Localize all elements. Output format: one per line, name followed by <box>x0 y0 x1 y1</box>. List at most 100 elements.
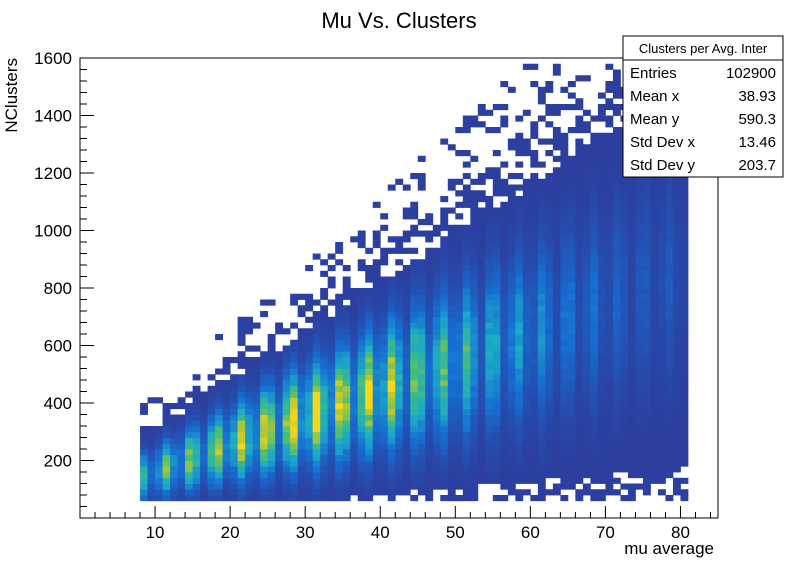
heatmap-cell <box>410 495 419 502</box>
heatmap-cell <box>155 426 163 433</box>
heatmap-cell <box>590 236 599 243</box>
heatmap-cell <box>455 230 464 237</box>
heatmap-cell <box>545 357 554 364</box>
heatmap-cell <box>545 368 554 375</box>
heatmap-cell <box>552 230 561 237</box>
heatmap-cell <box>605 190 614 197</box>
heatmap-cell <box>237 322 246 329</box>
heatmap-cell <box>627 339 636 346</box>
heatmap-cell <box>402 454 411 461</box>
heatmap-cell <box>402 489 411 496</box>
heatmap-cell <box>627 431 636 438</box>
heatmap-cell <box>537 86 546 93</box>
heatmap-cell <box>477 311 486 318</box>
heatmap-cell <box>567 460 576 467</box>
heatmap-cell <box>462 270 471 277</box>
heatmap-cell <box>380 351 389 358</box>
heatmap-cell <box>440 391 449 398</box>
heatmap-cell <box>470 207 479 214</box>
heatmap-cell <box>275 483 284 490</box>
heatmap-cell <box>567 161 576 168</box>
heatmap-cell <box>500 316 509 323</box>
stat-std-dev-y-label: Std Dev y <box>630 157 696 174</box>
heatmap-cell <box>575 144 584 151</box>
heatmap-cell <box>657 282 666 289</box>
heatmap-cell <box>575 351 584 358</box>
heatmap-cell <box>447 449 456 456</box>
heatmap-cell <box>350 345 359 352</box>
heatmap-cell <box>275 420 284 427</box>
heatmap-cell <box>215 397 224 404</box>
heatmap-cell <box>297 368 306 375</box>
heatmap-cell <box>575 138 584 145</box>
heatmap-cell <box>462 380 471 387</box>
heatmap-cell <box>605 259 614 266</box>
heatmap-cell <box>605 385 614 392</box>
heatmap-cell <box>230 460 239 467</box>
heatmap-cell <box>455 454 464 461</box>
heatmap-cell <box>177 414 186 421</box>
heatmap-cell <box>327 299 336 306</box>
heatmap-cell <box>350 489 359 496</box>
heatmap-cell <box>620 431 629 438</box>
heatmap-cell <box>575 454 584 461</box>
heatmap-cell <box>470 431 479 438</box>
heatmap-cell <box>237 357 246 364</box>
heatmap-cell <box>537 236 546 243</box>
heatmap-cell <box>215 431 224 438</box>
heatmap-cell <box>567 190 576 197</box>
heatmap-cell <box>552 328 561 335</box>
heatmap-cell <box>560 483 569 490</box>
heatmap-cell <box>575 161 584 168</box>
heatmap-cell <box>260 299 269 306</box>
heatmap-cell <box>575 322 584 329</box>
heatmap-cell <box>575 207 584 214</box>
heatmap-cell <box>372 362 381 369</box>
heatmap-cell <box>320 328 329 335</box>
heatmap-cell <box>170 483 178 490</box>
heatmap-cell <box>642 219 651 226</box>
heatmap-cell <box>657 408 666 415</box>
heatmap-cell <box>672 345 681 352</box>
heatmap-cell <box>455 368 464 375</box>
heatmap-cell <box>470 449 479 456</box>
heatmap-cell <box>545 150 554 157</box>
heatmap-cell <box>440 466 449 473</box>
heatmap-cell <box>537 316 546 323</box>
heatmap-cell <box>627 357 636 364</box>
heatmap-cell <box>492 224 501 231</box>
heatmap-cell <box>162 454 171 461</box>
heatmap-cell <box>575 236 584 243</box>
heatmap-cell <box>462 311 471 318</box>
heatmap-cell <box>620 339 629 346</box>
heatmap-cell <box>545 449 554 456</box>
heatmap-cell <box>410 477 419 484</box>
heatmap-cell <box>537 322 546 329</box>
heatmap-cell <box>642 196 651 203</box>
heatmap-cell <box>665 334 674 341</box>
heatmap-cell <box>312 483 321 490</box>
heatmap-cell <box>327 420 336 427</box>
heatmap-cell <box>447 316 456 323</box>
heatmap-cell <box>462 334 471 341</box>
heatmap-cell <box>417 293 426 300</box>
heatmap-cell <box>552 466 561 473</box>
heatmap-cell <box>477 426 486 433</box>
heatmap-cell <box>327 408 336 415</box>
heatmap-cell <box>447 207 456 214</box>
heatmap-cell <box>455 242 464 249</box>
heatmap-cell <box>155 483 163 490</box>
heatmap-cell <box>365 489 374 496</box>
heatmap-cell <box>440 293 449 300</box>
heatmap-cell <box>537 443 546 450</box>
heatmap-cell <box>462 403 471 410</box>
heatmap-cell <box>612 86 621 93</box>
heatmap-cell <box>545 259 554 266</box>
heatmap-cell <box>447 495 456 502</box>
heatmap-cell <box>530 150 539 157</box>
heatmap-cell <box>657 270 666 277</box>
heatmap-cell <box>455 259 464 266</box>
heatmap-cell <box>665 213 674 220</box>
heatmap-cell <box>335 414 344 421</box>
heatmap-cell <box>545 460 554 467</box>
